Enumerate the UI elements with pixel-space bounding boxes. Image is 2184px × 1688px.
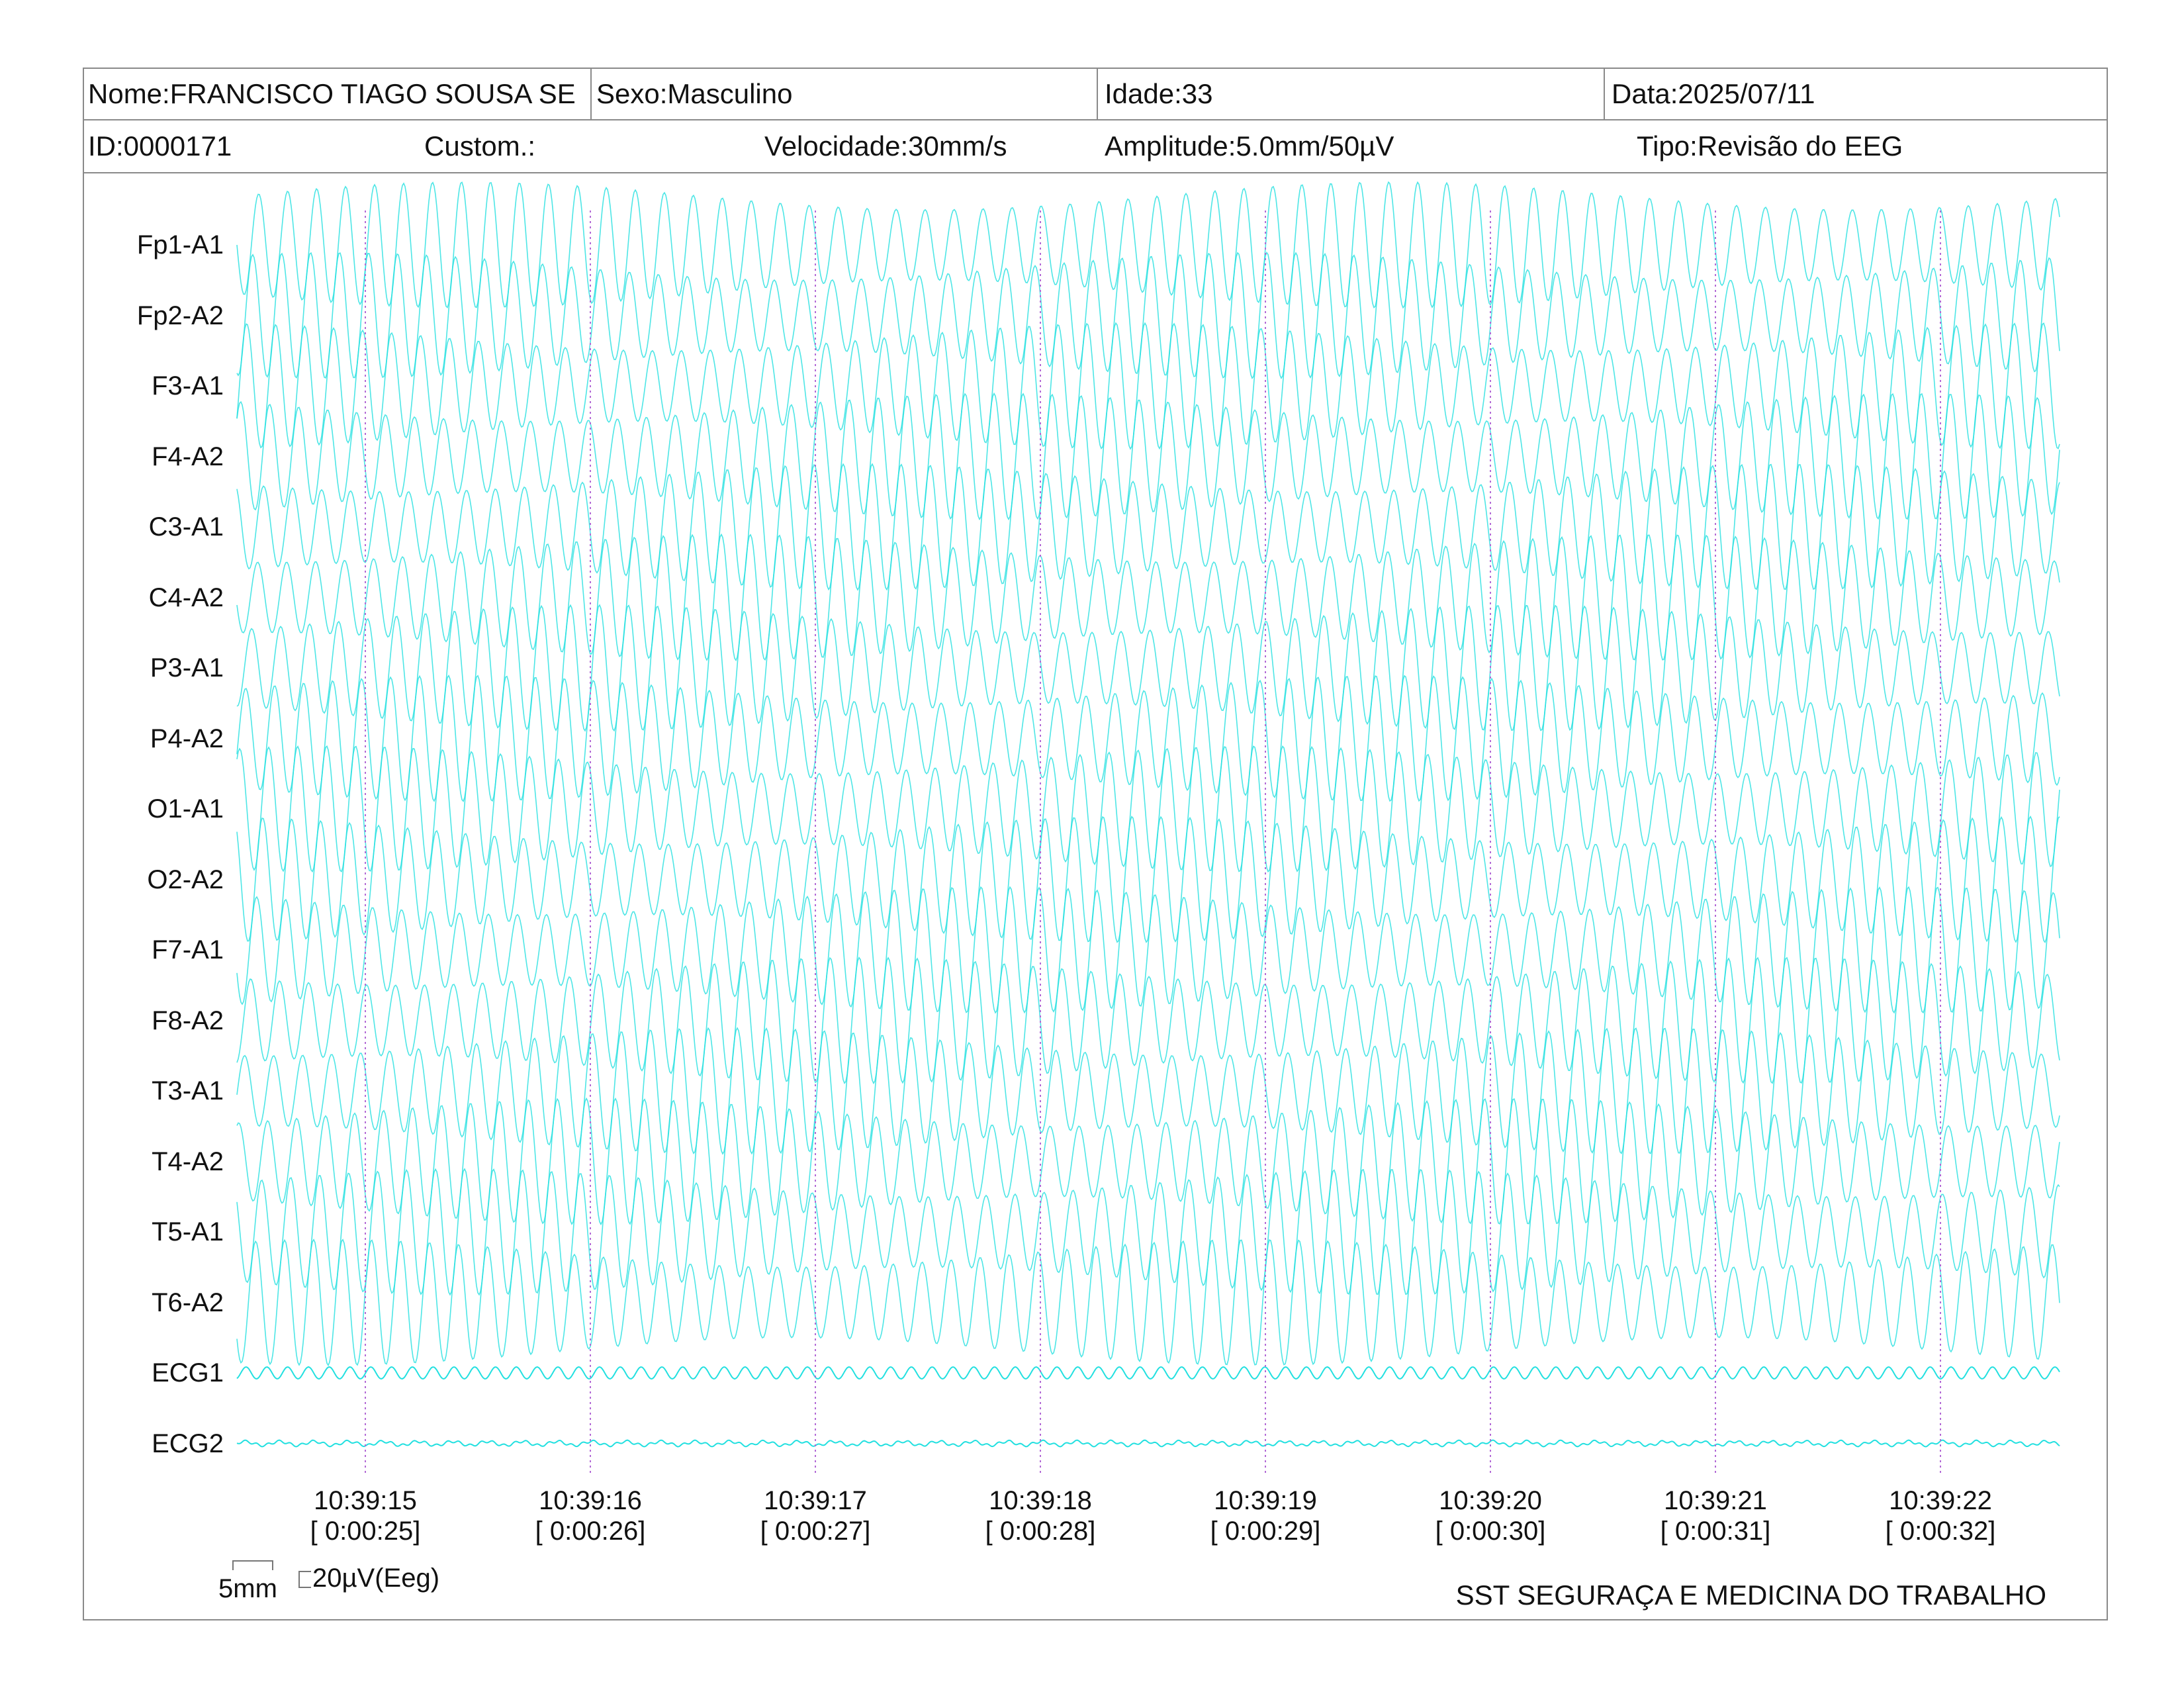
recording-amplitude: Amplitude:5.0mm/50µV [1105,130,1394,162]
channel-trace [236,322,2060,450]
time-mark-label: 10:39:20[ 0:00:30] [1411,1485,1570,1546]
channel-label: Fp2-A2 [136,301,224,330]
patient-name: Nome:FRANCISCO TIAGO SOUSA SE [88,78,576,109]
elapsed-time: [ 0:00:26] [535,1517,646,1546]
elapsed-time: [ 0:00:30] [1435,1517,1546,1546]
time-mark-label: 10:39:19[ 0:00:29] [1186,1485,1345,1546]
amplitude-scale-bar [298,1571,311,1588]
channel-label: F8-A2 [152,1006,224,1035]
elapsed-time: [ 0:00:25] [310,1517,421,1546]
channel-trace [236,1097,2060,1226]
channel-label: T4-A2 [152,1147,224,1176]
channel-label: ECG1 [152,1358,224,1387]
clock-time: 10:39:22 [1889,1486,1992,1515]
channel-label: F3-A1 [152,371,224,400]
channel-label: ECG2 [152,1429,224,1458]
channel-trace [236,1439,2060,1448]
time-scale-bar [232,1560,273,1570]
exam-type: Tipo:Revisão do EEG [1637,130,1903,162]
clock-time: 10:39:16 [539,1486,642,1515]
amplitude-scale-label: 20µV(Eeg) [312,1564,440,1593]
time-mark-label: 10:39:15[ 0:00:25] [286,1485,445,1546]
report-sheet: Nome:FRANCISCO TIAGO SOUSA SE Sexo:Mascu… [83,68,2108,1620]
channel-trace [236,604,2060,732]
channel-label: F4-A2 [152,442,224,471]
channel-label: T5-A1 [152,1217,224,1246]
exam-info-row: ID:0000171 Custom.: Velocidade:30mm/s Am… [84,120,2107,173]
channel-trace [236,1366,2060,1380]
channel-trace [236,675,2060,802]
channel-trace [236,392,2060,521]
patient-id: ID:0000171 [88,130,232,162]
elapsed-time: [ 0:00:31] [1660,1517,1771,1546]
patient-info-row: Nome:FRANCISCO TIAGO SOUSA SE Sexo:Mascu… [84,69,2107,120]
clock-time: 10:39:19 [1214,1486,1317,1515]
patient-sex: Sexo:Masculino [596,78,793,109]
time-mark-label: 10:39:22[ 0:00:32] [1861,1485,2020,1546]
channel-trace [236,1238,2060,1367]
exam-date: Data:2025/07/11 [1612,78,1815,109]
header-divider [590,69,592,119]
channel-trace [236,251,2060,380]
channel-label: C4-A2 [148,583,224,612]
clock-time: 10:39:15 [314,1486,417,1515]
channel-label: T3-A1 [152,1076,224,1105]
channel-trace [236,886,2060,1014]
channel-label: C3-A1 [148,512,224,541]
elapsed-time: [ 0:00:32] [1885,1517,1996,1546]
elapsed-time: [ 0:00:27] [760,1517,871,1546]
header-divider [1604,69,1605,119]
channel-trace [236,463,2060,591]
channel-trace [236,181,2060,309]
channel-label: O1-A1 [147,794,224,823]
clock-time: 10:39:18 [989,1486,1092,1515]
channel-trace [236,815,2060,944]
channel-label: Fp1-A1 [136,230,224,259]
time-mark-label: 10:39:16[ 0:00:26] [511,1485,670,1546]
elapsed-time: [ 0:00:29] [1210,1517,1321,1546]
channel-trace [236,1027,2060,1155]
custom-field: Custom.: [424,130,536,162]
time-mark-label: 10:39:21[ 0:00:31] [1636,1485,1795,1546]
recording-speed: Velocidade:30mm/s [764,130,1007,162]
clock-time: 10:39:21 [1664,1486,1767,1515]
elapsed-time: [ 0:00:28] [985,1517,1096,1546]
patient-age: Idade:33 [1105,78,1213,109]
time-mark-label: 10:39:18[ 0:00:28] [961,1485,1120,1546]
channel-label: O2-A2 [147,865,224,894]
company-name: SST SEGURAÇA E MEDICINA DO TRABALHO [1455,1579,2046,1611]
channel-trace [236,956,2060,1085]
clock-time: 10:39:20 [1439,1486,1542,1515]
channel-label: F7-A1 [152,935,224,964]
time-mark-label: 10:39:17[ 0:00:27] [736,1485,895,1546]
header-divider [1097,69,1098,119]
clock-time: 10:39:17 [764,1486,867,1515]
channel-label: P3-A1 [150,653,224,682]
channel-trace [236,745,2060,873]
channel-label: P4-A2 [150,724,224,753]
channel-label: T6-A2 [152,1288,224,1317]
time-scale-label: 5mm [218,1574,277,1603]
channel-trace [236,533,2060,662]
